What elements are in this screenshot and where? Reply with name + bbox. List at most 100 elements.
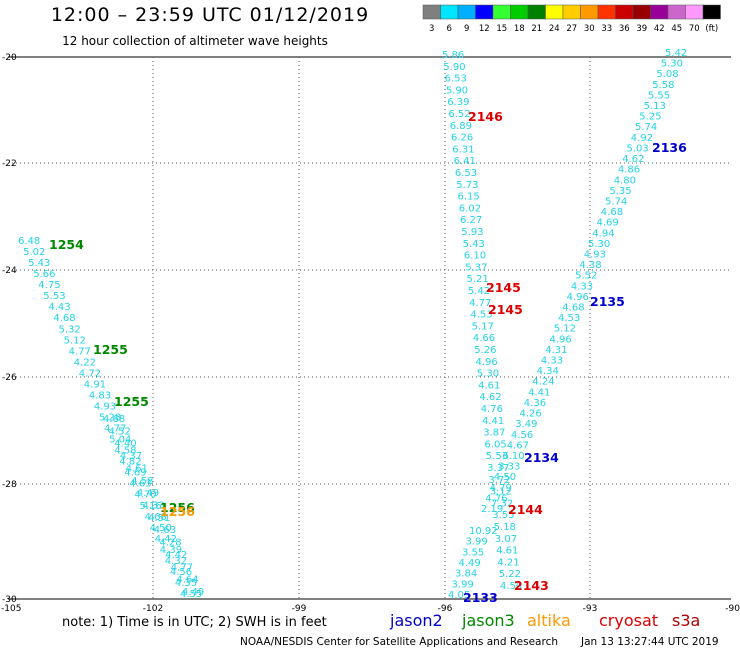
wave-height-value: 4.75 — [38, 280, 60, 291]
lat-label: -22 — [2, 159, 17, 169]
scale-tick: 12 — [479, 24, 490, 34]
wave-height-value: 6.02 — [459, 203, 481, 214]
scale-tick: (ft) — [705, 24, 718, 34]
wave-height-value: 4.63 — [129, 479, 151, 490]
footer-legend: note: 1) Time is in UTC; 2) SWH is in fe… — [62, 611, 719, 648]
pass-time-label: 2134 — [524, 450, 559, 465]
lat-label: -28 — [2, 480, 17, 490]
wave-height-value: 5.26 — [474, 345, 496, 356]
wave-height-value: 5.86 — [442, 50, 464, 61]
wave-height-value: 5.30 — [477, 369, 499, 380]
lon-label: -93 — [583, 604, 598, 614]
pass-time-label: 2145 — [486, 280, 521, 295]
scale-swatch — [562, 4, 581, 20]
wave-height-value: 5.55 — [648, 90, 670, 101]
lat-label: -26 — [2, 373, 17, 383]
scale-swatch — [650, 4, 669, 20]
pass-time-label: 1255 — [114, 394, 149, 409]
wave-height-value: 4.43 — [48, 302, 70, 313]
lon-label: -90 — [725, 604, 740, 614]
wave-height-value: 4.93 — [94, 402, 116, 413]
wave-height-value: 6.27 — [460, 215, 482, 226]
wave-height-value: 4.32 — [165, 556, 187, 567]
wave-height-value: 5.90 — [446, 85, 468, 96]
wave-height-value: 3.55 — [492, 510, 514, 521]
wave-height-value: 4.49 — [459, 558, 481, 569]
scale-swatch — [545, 4, 564, 20]
wave-height-value: 5.02 — [23, 247, 45, 258]
lon-label: -105 — [1, 604, 21, 614]
scale-tick: 21 — [531, 24, 542, 34]
wave-height-value: 5.25 — [639, 112, 661, 123]
wave-height-value: 4.24 — [532, 377, 554, 388]
wave-height-value: 4.34 — [537, 366, 559, 377]
wave-height-value: 5.53 — [43, 291, 65, 302]
wave-height-value: 5.21 — [467, 274, 489, 285]
scale-swatch — [580, 4, 599, 20]
wave-height-value: 4.68 — [53, 313, 75, 324]
satellite-legend-item: cryosat — [599, 611, 658, 630]
wave-height-value: 6.48 — [18, 236, 40, 247]
wave-height-value: 4.22 — [74, 357, 96, 368]
pass-time-label: 2144 — [508, 502, 543, 517]
pass-time-label: 2145 — [488, 302, 523, 317]
wave-height-value: 4.76 — [481, 404, 503, 415]
scale-swatch — [632, 4, 651, 20]
wave-height-value: 3.99 — [466, 537, 488, 548]
wave-height-value: 5.17 — [472, 321, 494, 332]
wave-height-value: 6.10 — [464, 251, 486, 262]
wave-height-value: 3.33 — [498, 462, 520, 473]
wave-height-value: 5.12 — [554, 324, 576, 335]
wave-height-value: 3.99 — [452, 579, 474, 590]
wave-height-value: 5.53 — [486, 451, 508, 462]
wave-height-value: 6.05 — [485, 439, 507, 450]
wave-height-value: 4.58 — [114, 446, 136, 457]
wave-height-value: 6.89 — [450, 121, 472, 132]
wave-height-value: 4.68 — [103, 414, 125, 425]
satellite-legend: jason2 jason3 altika cryosat s3a — [389, 611, 700, 630]
wave-height-value: 5.93 — [461, 227, 483, 238]
wave-height-value: 5.52 — [575, 271, 597, 282]
pass-time-label: 1254 — [49, 237, 84, 252]
scale-tick: 42 — [654, 24, 665, 34]
wave-height-value: 4.51 — [148, 513, 170, 524]
wave-height-value: 3.72 — [488, 475, 510, 486]
wave-height-value: 6.41 — [454, 156, 476, 167]
page-subtitle: 12 hour collection of altimeter wave hei… — [62, 34, 328, 48]
wave-height-value: 5.32 — [59, 324, 81, 335]
scale-tick: 3 — [429, 24, 434, 34]
footer-credit: NOAA/NESDIS Center for Satellite Applica… — [240, 636, 558, 648]
wave-height-value: 5.42 — [665, 48, 687, 59]
wave-height-value: 4.93 — [584, 250, 606, 261]
satellite-legend-item: jason2 — [389, 611, 443, 630]
wave-height-value: 4.50 — [150, 523, 172, 534]
wave-height-value: 6.15 — [458, 192, 480, 203]
wave-height-value: 4.77 — [171, 562, 193, 573]
scale-swatch — [422, 4, 441, 20]
wave-height-value: 4.61 — [496, 546, 518, 557]
wave-height-value: 4.38 — [579, 260, 601, 271]
pass-time-label: 1256 — [160, 504, 195, 519]
wave-height-value: 4.53 — [470, 310, 492, 321]
scale-swatch — [527, 4, 546, 20]
wave-height-value: 4.56 — [511, 430, 533, 441]
scale-swatch — [667, 4, 686, 20]
lon-label: -96 — [438, 604, 453, 614]
wave-height-value: 3.55 — [462, 547, 484, 558]
wave-height-value: 4.41 — [482, 416, 504, 427]
wave-height-value: 4.94 — [592, 228, 614, 239]
map-grid — [8, 56, 731, 600]
wave-height-value: 6.10 — [502, 451, 524, 462]
wave-height-value: 5.03 — [627, 143, 649, 154]
lat-label: -30 — [2, 595, 17, 605]
color-scale-legend: 3 6 9 12 15 18 21 24 27 30 33 36 39 42 45 70 (ft) — [422, 4, 721, 34]
wave-height-value: 4.66 — [473, 333, 495, 344]
footer-note: note: 1) Time is in UTC; 2) SWH is in fe… — [62, 615, 327, 630]
lon-label: -99 — [292, 604, 307, 614]
wave-height-value: 4.62 — [479, 392, 501, 403]
wave-height-value: 4.41 — [528, 387, 550, 398]
wave-height-value: 4.72 — [79, 368, 101, 379]
wave-height-value: 4.33 — [541, 356, 563, 367]
wave-height-value: 4.39 — [160, 545, 182, 556]
